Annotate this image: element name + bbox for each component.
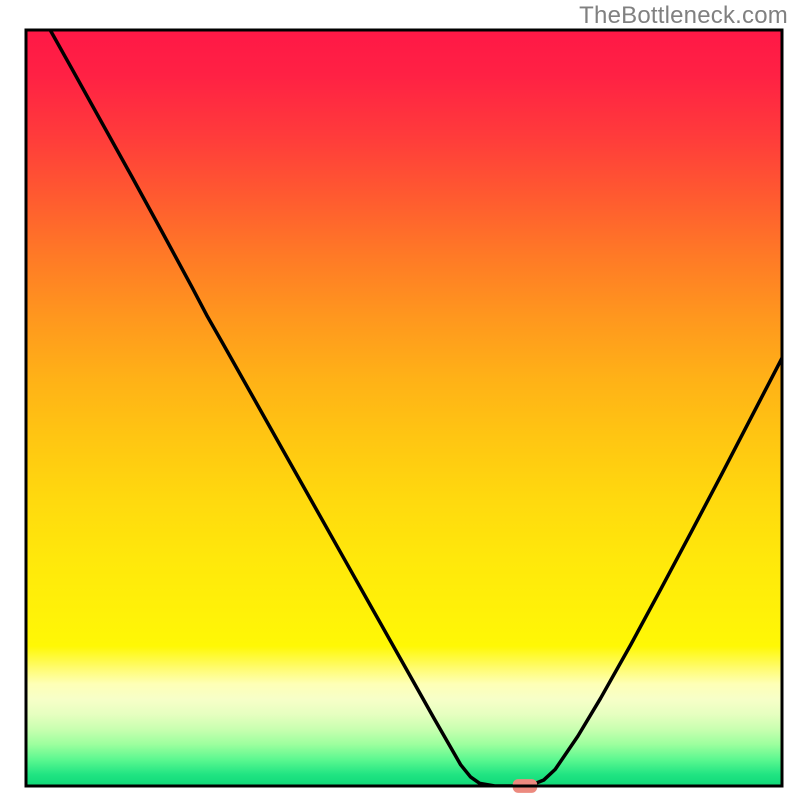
bottleneck-chart (0, 0, 800, 800)
plot-background (26, 30, 782, 786)
